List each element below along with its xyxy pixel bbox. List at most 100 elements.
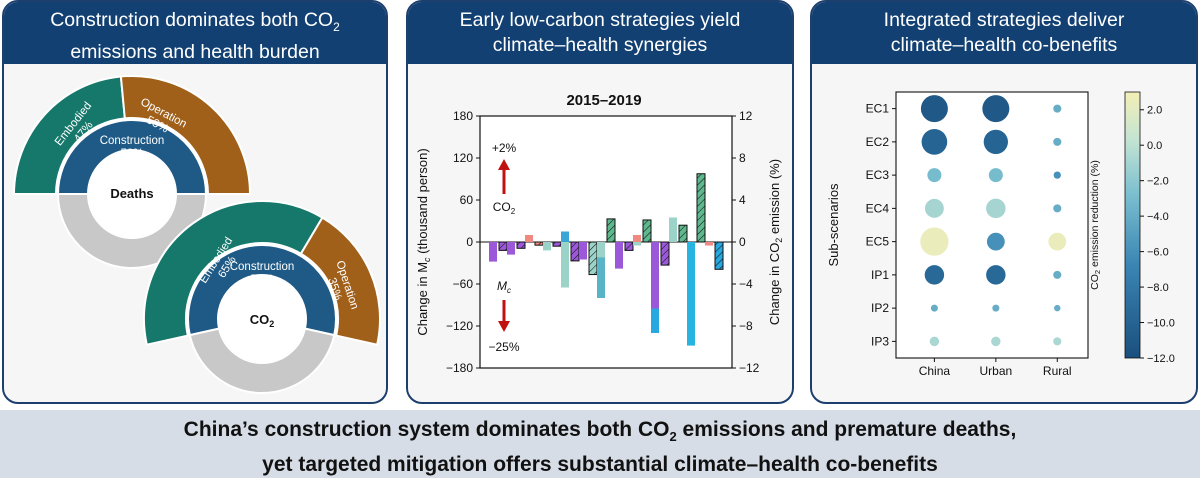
panel-3-title-line-1: Integrated strategies deliver xyxy=(883,9,1125,31)
bar-co2-hatch xyxy=(588,241,598,276)
bar-series-1 xyxy=(579,242,587,260)
panel-1-header: Construction dominates both CO2 emission… xyxy=(4,2,386,64)
bubble xyxy=(1053,104,1062,113)
donut-diagrams: Deaths CO2 Construction 50% Construction… xyxy=(12,75,381,394)
co2-donut xyxy=(143,200,381,394)
colorbar-tick-label: −10.0 xyxy=(1147,318,1175,330)
deaths-center-label: Deaths xyxy=(110,186,153,201)
co2-construction-label: Construction xyxy=(230,261,295,273)
right-tick-label: −8 xyxy=(739,319,753,333)
left-axis-ticks: 180 120 60 0 −60 −120 −180 xyxy=(446,109,480,375)
panel-2-header: Early low-carbon strategies yield climat… xyxy=(408,2,792,64)
bar-series-1 xyxy=(561,231,569,242)
row-label: EC1 xyxy=(866,102,890,116)
co2-center xyxy=(219,276,305,362)
co2-construction-ring xyxy=(187,244,337,337)
right-tick-label: 8 xyxy=(739,151,746,165)
row-label: EC3 xyxy=(866,168,890,182)
summary-subscript: 2 xyxy=(669,429,677,445)
colorbar-tick-label: −8.0 xyxy=(1147,282,1169,294)
bar-series-1 xyxy=(633,235,641,242)
summary-line-2: yet targeted mitigation offers substanti… xyxy=(262,453,938,477)
bubble-y-axis-label: Sub-scenarios xyxy=(826,183,841,267)
column-label: Rural xyxy=(1043,364,1072,378)
summary-banner: China’s construction system dominates bo… xyxy=(0,410,1200,478)
row-label: EC2 xyxy=(866,135,890,149)
bar-series-1 xyxy=(615,242,623,269)
deaths-construction-value: 50% xyxy=(120,148,143,160)
summary-line-1-tail: emissions and premature deaths, xyxy=(676,418,1017,441)
panel-integrated-strategies: Integrated strategies deliver climate–he… xyxy=(810,0,1198,404)
colorbar-tick-label: 0.0 xyxy=(1147,140,1162,152)
bar-co2-hatch xyxy=(696,173,706,243)
bar-co2-hatch xyxy=(714,241,724,270)
bubble xyxy=(1054,304,1061,312)
panel-construction-dominates: Construction dominates both CO2 emission… xyxy=(2,0,388,404)
colorbar xyxy=(1124,91,1141,359)
bar-series-2 xyxy=(561,242,569,288)
bubble xyxy=(983,129,1008,155)
bar-co2-hatch xyxy=(624,241,634,251)
bar-co2-hatch xyxy=(678,224,688,243)
row-label: EC4 xyxy=(866,201,890,215)
bubble xyxy=(920,227,949,256)
left-tick-label: −120 xyxy=(446,319,473,333)
bubble xyxy=(1053,270,1062,279)
bubble xyxy=(982,95,1010,123)
co2-construction-value: 57% xyxy=(250,274,273,286)
annotation-co2-label: CO2 xyxy=(493,200,516,216)
deaths-construction-ring xyxy=(56,119,208,195)
bubble xyxy=(991,336,1001,347)
deaths-center xyxy=(89,151,175,237)
bubble xyxy=(924,265,945,285)
right-axis-ticks: 12 8 4 0 −4 −8 −12 xyxy=(732,109,760,375)
colorbar-tick-label: −2.0 xyxy=(1147,176,1169,188)
bar-co2-hatch xyxy=(498,241,508,251)
bar-series-1 xyxy=(489,242,497,262)
left-tick-label: 0 xyxy=(466,235,473,249)
bubble xyxy=(986,232,1005,251)
bubble-chart: Sub-scenarios EC1 EC2 EC3 EC4 EC5 IP1 IP2 IP3 C… xyxy=(826,91,1175,378)
colorbar-ticks: 2.0 0.0 −2.0 −4.0 −6.0 −8.0 −10.0 −12.0 xyxy=(1140,105,1175,365)
bar-co2-hatch xyxy=(606,218,616,243)
bars-group xyxy=(489,173,724,346)
left-tick-label: −180 xyxy=(446,361,473,375)
bar-series-2 xyxy=(597,242,605,298)
bubble xyxy=(1048,232,1067,251)
annotation-mc-pct: −25% xyxy=(488,340,519,354)
right-tick-label: −12 xyxy=(739,361,760,375)
deaths-construction-label: Construction xyxy=(100,135,165,147)
panel-2-title-line-1: Early low-carbon strategies yield xyxy=(459,9,741,31)
bubble xyxy=(988,168,1003,183)
panel-low-carbon-strategies: Early low-carbon strategies yield climat… xyxy=(406,0,794,404)
colorbar-tick-label: 2.0 xyxy=(1147,105,1162,117)
up-arrowhead-icon xyxy=(498,159,510,170)
bar-co2-hatch xyxy=(570,241,580,262)
bar-co2-hatch xyxy=(642,219,652,243)
bar-series-1 xyxy=(651,242,659,309)
annotation-co2-pct: +2% xyxy=(492,141,517,155)
column-label: China xyxy=(919,364,951,378)
left-axis-label: Change in Mc (thousand person) xyxy=(415,148,432,335)
chart-title: 2015–2019 xyxy=(566,92,641,109)
bubble xyxy=(924,198,944,218)
bubbles-group xyxy=(920,95,1067,347)
right-tick-label: 12 xyxy=(739,109,753,123)
bar-co2-hatch xyxy=(660,241,670,266)
bubble xyxy=(1053,204,1062,213)
right-tick-label: −4 xyxy=(739,277,753,291)
bar-series-1 xyxy=(705,242,713,246)
bubble xyxy=(1053,337,1062,346)
bubble xyxy=(930,304,938,312)
bubble xyxy=(920,95,948,123)
bubble xyxy=(986,265,1006,285)
co2-center-label: CO2 xyxy=(250,312,275,329)
bar-series-1 xyxy=(597,242,605,258)
bar-series-2 xyxy=(633,242,641,246)
bar-co2-hatch xyxy=(534,241,544,246)
left-tick-label: 180 xyxy=(453,109,473,123)
right-tick-label: 4 xyxy=(739,193,746,207)
left-tick-label: 120 xyxy=(453,151,473,165)
annotation-mc-label: Mc xyxy=(497,279,511,295)
left-tick-label: 60 xyxy=(460,193,474,207)
